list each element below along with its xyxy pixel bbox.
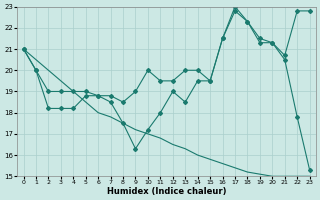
X-axis label: Humidex (Indice chaleur): Humidex (Indice chaleur)	[107, 187, 226, 196]
